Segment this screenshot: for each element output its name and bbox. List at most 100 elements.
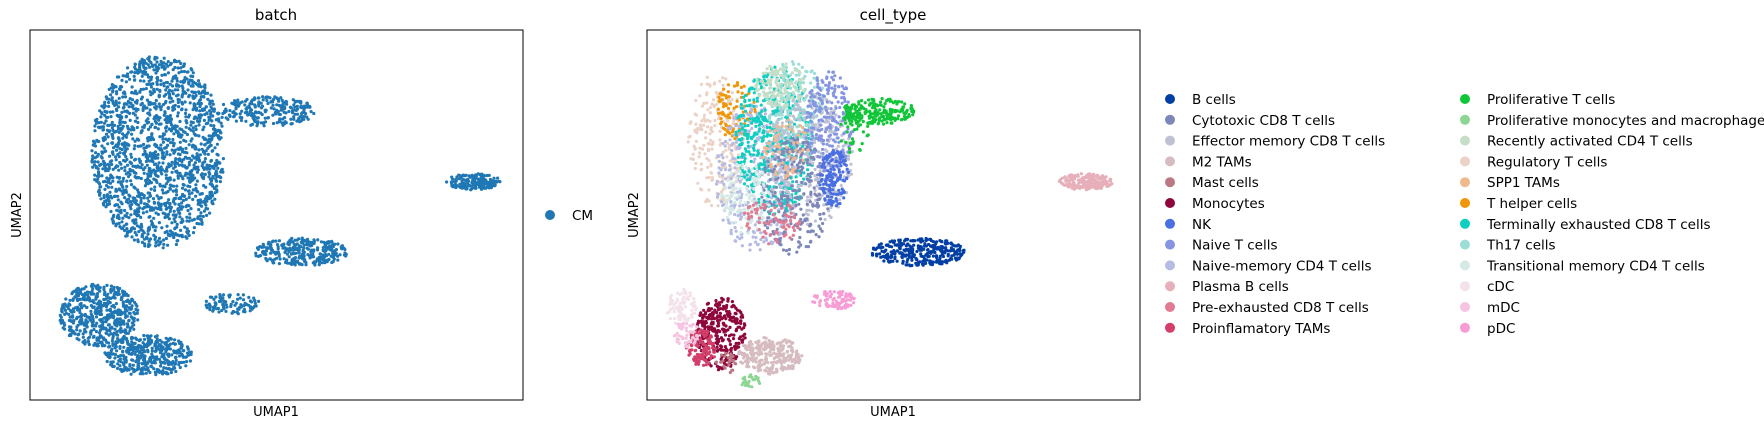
data-point [110, 150, 114, 155]
data-point [168, 342, 172, 346]
data-point [167, 137, 171, 141]
data-point [115, 203, 120, 207]
data-point [208, 195, 212, 199]
data-point [75, 328, 79, 332]
data-point [776, 129, 780, 133]
data-point [759, 86, 764, 90]
data-point [199, 211, 203, 215]
data-point [752, 143, 756, 147]
data-point [102, 336, 106, 340]
data-point [208, 138, 212, 142]
data-point [188, 212, 192, 216]
data-point [799, 173, 803, 177]
data-point [93, 173, 97, 177]
data-point [306, 105, 310, 109]
data-point [300, 111, 304, 115]
data-point [754, 235, 758, 240]
data-point [193, 161, 197, 165]
data-point [126, 171, 130, 175]
data-point [174, 157, 178, 161]
data-point [736, 235, 740, 239]
data-point [274, 111, 278, 115]
data-point [159, 79, 163, 83]
data-point [75, 325, 79, 329]
data-point [737, 129, 741, 133]
data-point [122, 105, 126, 109]
data-point [239, 303, 243, 307]
data-point [212, 307, 216, 311]
data-point [170, 148, 174, 152]
data-point [753, 139, 757, 143]
data-point [750, 121, 754, 125]
data-point [168, 183, 172, 187]
panel-batch: batch UMAP1 UMAP2 CM [10, 6, 593, 420]
data-point [128, 230, 132, 234]
data-point [207, 134, 211, 138]
data-point [128, 118, 132, 122]
data-point [82, 295, 86, 299]
data-point [213, 191, 217, 195]
data-point [721, 218, 725, 222]
data-point [115, 90, 119, 94]
data-point [740, 91, 744, 95]
data-point [289, 106, 293, 110]
data-point [801, 144, 805, 148]
data-point [91, 139, 96, 143]
data-point [176, 348, 180, 353]
data-point [155, 69, 159, 73]
data-point [762, 125, 766, 129]
data-point [172, 104, 176, 108]
data-point [739, 85, 744, 90]
data-point [73, 295, 77, 299]
data-point [221, 170, 225, 174]
data-point [190, 137, 194, 141]
data-point [740, 130, 744, 134]
data-point [108, 352, 112, 356]
data-point [287, 247, 291, 252]
data-point [133, 65, 137, 69]
data-point [139, 144, 143, 148]
data-point [148, 125, 152, 129]
data-point [276, 250, 280, 254]
data-point [245, 97, 249, 102]
data-point [258, 254, 262, 258]
data-point [224, 109, 228, 113]
data-point [276, 247, 280, 251]
data-point [709, 203, 714, 208]
data-point [130, 91, 134, 95]
data-point [738, 180, 742, 184]
data-point [215, 129, 219, 133]
data-point [203, 172, 207, 176]
data-point [109, 332, 113, 336]
data-point [96, 167, 100, 171]
data-point [763, 108, 767, 112]
data-point [177, 234, 181, 238]
data-point [67, 307, 71, 311]
data-point [178, 365, 182, 370]
data-point [204, 185, 208, 189]
data-point [152, 177, 156, 181]
data-point [736, 90, 740, 94]
data-point [112, 130, 116, 134]
data-point [156, 156, 160, 160]
data-point [121, 322, 125, 326]
data-point [115, 324, 119, 328]
data-point [194, 127, 198, 132]
data-point [748, 152, 752, 156]
data-point [89, 292, 93, 296]
data-point [130, 235, 134, 239]
data-point [783, 200, 787, 204]
data-point [804, 69, 808, 73]
data-point [161, 134, 165, 138]
data-point [167, 162, 171, 166]
data-point [117, 96, 121, 100]
data-point [132, 327, 136, 331]
data-point [290, 122, 294, 126]
data-point [196, 215, 200, 219]
data-point [110, 83, 114, 87]
data-point [781, 62, 785, 67]
data-point [749, 159, 753, 163]
data-point [96, 283, 100, 287]
data-point [823, 120, 828, 124]
data-point [157, 102, 161, 106]
